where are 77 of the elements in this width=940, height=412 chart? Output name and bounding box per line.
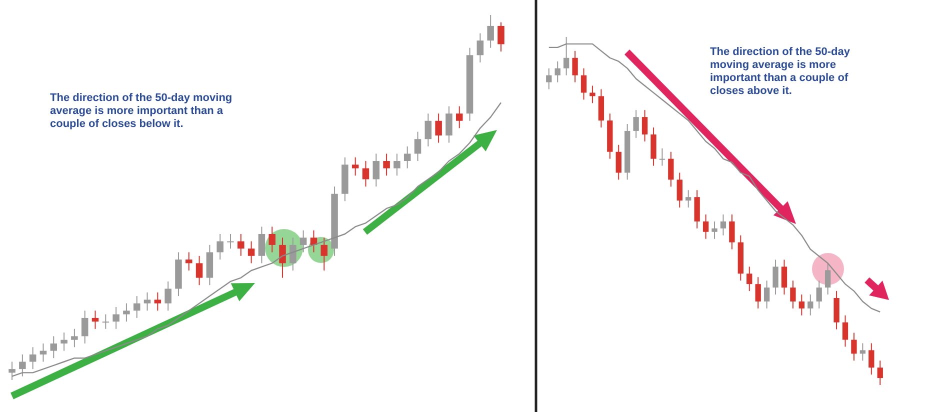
candlestick: [877, 360, 883, 386]
candlestick: [816, 280, 822, 309]
candlestick: [476, 32, 484, 63]
candlestick: [798, 294, 804, 316]
candlestick: [258, 226, 266, 264]
candlestick: [842, 314, 848, 348]
candlestick: [310, 230, 318, 253]
candlestick: [456, 106, 463, 129]
candlestick: [394, 153, 400, 176]
candlestick: [487, 14, 494, 48]
candlestick: [40, 343, 47, 362]
candlestick: [414, 131, 422, 162]
candlestick: [112, 306, 120, 330]
candlestick: [824, 262, 831, 296]
candlestick: [50, 336, 58, 359]
candlestick: [772, 259, 778, 296]
candlestick: [133, 296, 140, 318]
candlestick: [712, 220, 718, 240]
candlestick: [227, 234, 234, 250]
candlestick: [144, 292, 151, 312]
candlestick: [446, 106, 452, 144]
candlestick: [383, 153, 390, 176]
candlestick: [764, 280, 770, 309]
candlestick: [720, 214, 726, 236]
candlestick: [616, 144, 622, 180]
candlestick: [185, 252, 192, 271]
candlestick: [668, 151, 674, 188]
candlestick: [71, 328, 78, 348]
candlestick: [196, 255, 203, 286]
candlestick: [851, 332, 857, 362]
candlestick: [248, 240, 255, 264]
candlestick: [676, 172, 682, 208]
candlestick: [563, 36, 570, 76]
candlestick: [868, 342, 874, 376]
candlestick: [102, 314, 110, 330]
candlestick: [702, 214, 709, 240]
candlestick: [290, 237, 296, 271]
candlestick: [320, 237, 328, 271]
candlestick: [279, 237, 286, 278]
candlestick: [554, 60, 560, 83]
candlestick: [686, 190, 692, 208]
candlestick: [790, 280, 796, 309]
candlestick: [580, 68, 587, 100]
candlestick: [435, 113, 442, 144]
candlestick: [424, 113, 432, 147]
candlestick: [498, 22, 504, 52]
candlestick: [154, 292, 162, 312]
annotation: The direction of the 50-day moving average is more important than a couple of closes above it.: [710, 46, 851, 98]
candlestick: [372, 153, 380, 188]
candlestick: [755, 276, 761, 309]
candlestick: [238, 234, 244, 256]
candlestick: [572, 50, 578, 83]
candlestick: [300, 230, 307, 253]
candlestick: [746, 266, 752, 292]
candlestick: [362, 160, 370, 188]
candlestick: [81, 310, 88, 344]
candlestick: [268, 226, 276, 253]
candlestick: [92, 310, 99, 330]
candlestick: [404, 146, 411, 169]
candlestick: [164, 280, 172, 312]
candlestick: [642, 110, 648, 142]
candlestick: [19, 354, 26, 377]
candlestick: [123, 302, 130, 322]
candlestick: [29, 346, 36, 370]
annotation: The direction of the 50-day moving average is more important than a couple of closes below it.: [50, 92, 234, 131]
candlestick: [216, 234, 224, 260]
candlestick: [781, 259, 788, 296]
candlestick: [729, 214, 735, 250]
candlestick: [590, 85, 596, 104]
candlestick: [633, 110, 639, 138]
candlestick: [546, 68, 552, 90]
candlestick: [659, 148, 666, 166]
candlestick: [808, 294, 814, 316]
candlestick: [8, 361, 16, 380]
candlestick: [860, 342, 866, 362]
candlestick: [352, 156, 359, 176]
candlestick: [60, 332, 68, 352]
